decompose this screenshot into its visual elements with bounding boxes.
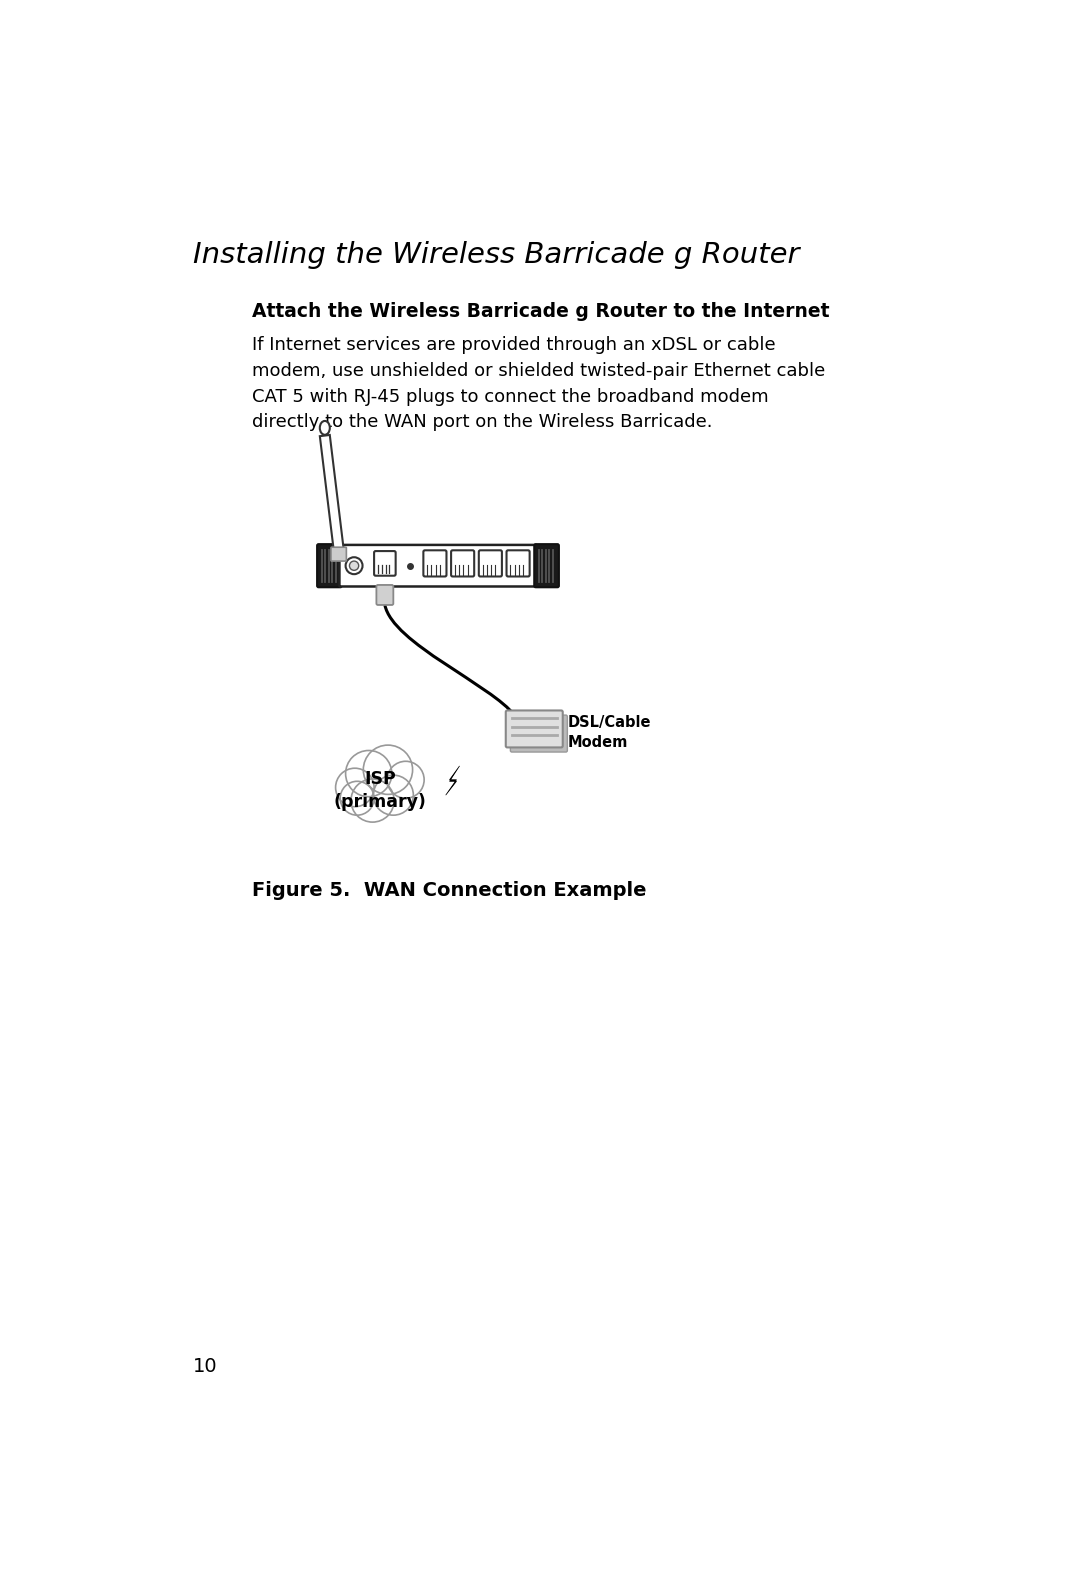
Text: ISP
(primary): ISP (primary) [334, 771, 427, 812]
FancyBboxPatch shape [339, 545, 537, 587]
Circle shape [374, 776, 414, 815]
Circle shape [351, 779, 394, 823]
Circle shape [346, 750, 392, 796]
FancyBboxPatch shape [377, 586, 393, 604]
FancyBboxPatch shape [505, 711, 563, 747]
Circle shape [340, 782, 374, 815]
Text: Figure 5.  WAN Connection Example: Figure 5. WAN Connection Example [252, 881, 646, 901]
FancyBboxPatch shape [330, 548, 347, 560]
FancyBboxPatch shape [423, 551, 446, 576]
FancyBboxPatch shape [478, 551, 502, 576]
FancyBboxPatch shape [318, 545, 341, 587]
Circle shape [350, 560, 359, 570]
FancyBboxPatch shape [535, 545, 558, 587]
Circle shape [346, 557, 363, 575]
FancyBboxPatch shape [451, 551, 474, 576]
FancyBboxPatch shape [374, 551, 395, 576]
Circle shape [336, 768, 374, 807]
Text: DSL/Cable
Modem: DSL/Cable Modem [567, 714, 651, 750]
Text: 10: 10 [193, 1356, 218, 1377]
Polygon shape [446, 766, 460, 794]
FancyBboxPatch shape [511, 714, 567, 752]
Circle shape [363, 746, 413, 794]
Circle shape [387, 761, 424, 798]
Text: Installing the Wireless Barricade g Router: Installing the Wireless Barricade g Rout… [193, 240, 799, 268]
Text: Attach the Wireless Barricade g Router to the Internet: Attach the Wireless Barricade g Router t… [252, 303, 829, 322]
Ellipse shape [320, 421, 329, 435]
Polygon shape [320, 435, 343, 550]
Text: If Internet services are provided through an xDSL or cable
modem, use unshielded: If Internet services are provided throug… [252, 336, 825, 432]
FancyBboxPatch shape [507, 551, 529, 576]
